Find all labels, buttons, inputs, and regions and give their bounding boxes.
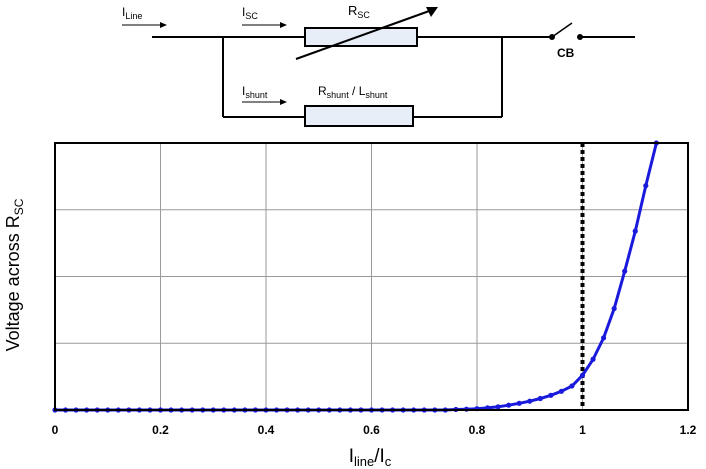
x-tick-label: 0 <box>52 423 59 437</box>
x-tick-labels: 0 0.2 0.4 0.6 0.8 1 1.2 <box>52 423 697 437</box>
x-tick-label: 0.4 <box>258 423 275 437</box>
x-tick-label: 0.8 <box>469 423 486 437</box>
curve-point <box>548 392 554 398</box>
variable-resistor-arrowhead-icon <box>426 7 438 17</box>
plot-frame <box>54 142 689 411</box>
rsc-resistor <box>304 27 418 47</box>
circuit-schematic <box>152 36 635 118</box>
i-shunt-arrow-icon <box>280 99 287 105</box>
curve-point <box>590 356 596 362</box>
curve-point <box>569 383 575 389</box>
curve-point <box>622 268 628 274</box>
curve-point <box>558 388 565 394</box>
curve-point <box>537 395 543 402</box>
x-tick-label: 0.2 <box>152 423 169 437</box>
curve-point <box>527 398 533 404</box>
curve-point <box>579 372 586 378</box>
curve-point <box>632 228 638 234</box>
label-cb: CB <box>557 46 575 60</box>
cb-contact-right <box>577 34 583 40</box>
current-arrows <box>122 22 287 105</box>
x-tick-label: 1.2 <box>680 423 697 437</box>
curve-point <box>643 183 649 189</box>
x-tick-label: 1 <box>579 423 586 437</box>
variable-resistor-arrow-shaft <box>295 9 433 60</box>
label-i-shunt: Ishunt <box>242 84 268 100</box>
curve-point <box>506 402 512 408</box>
label-r-sc: RSC <box>348 3 370 20</box>
curve-point <box>495 404 501 410</box>
i-line-arrow-icon <box>160 22 167 28</box>
label-i-sc: ISC <box>242 5 258 21</box>
cb-switch-blade <box>551 22 573 38</box>
x-axis-label: Iline/Ic <box>349 446 392 469</box>
label-r-shunt: Rshunt / Lshunt <box>318 84 388 100</box>
label-i-line: ILine <box>122 5 142 21</box>
curve-point <box>601 335 607 341</box>
curve-point <box>611 305 617 312</box>
chart-grid <box>54 143 689 410</box>
voltage-chart: 0 0.2 0.4 0.6 0.8 1 1.2 Iline/Ic Voltage acros… <box>3 140 697 469</box>
curve-point <box>516 400 522 406</box>
i-sc-arrow-icon <box>280 22 287 28</box>
rshunt-resistor <box>304 105 414 127</box>
y-axis-label: Voltage across RSC <box>3 198 26 351</box>
x-tick-label: 0.6 <box>363 423 380 437</box>
